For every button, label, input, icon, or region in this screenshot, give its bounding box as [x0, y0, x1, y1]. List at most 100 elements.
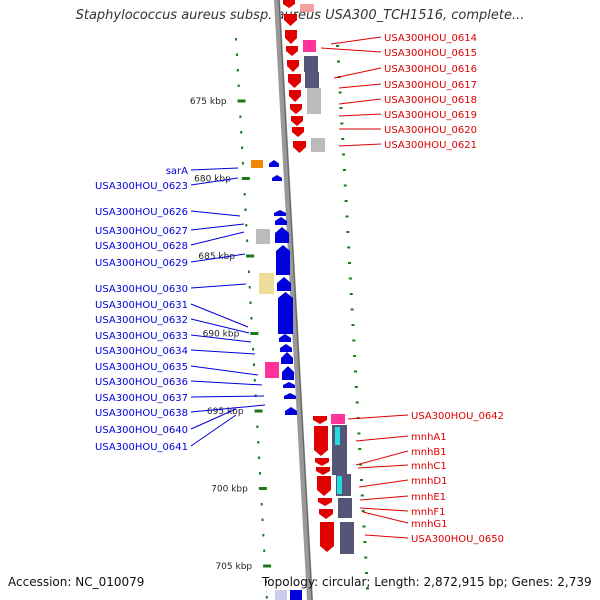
reverse-gene-arrow	[283, 382, 295, 388]
reverse-gene-arrow	[276, 245, 290, 275]
ruler-dot	[247, 270, 250, 273]
ruler-dot	[249, 301, 252, 304]
hypothetical-gene-box	[303, 40, 316, 52]
ruler-dot	[256, 425, 259, 428]
ruler-tick	[250, 332, 259, 335]
gene-label-USA300HOU_0631: USA300HOU_0631	[95, 300, 188, 311]
forward-gene-arrow	[293, 141, 306, 153]
gene-label-USA300HOU_0638-leader	[190, 404, 266, 413]
gene-label-mnhG1: mnhG1	[411, 519, 448, 530]
ruler-tick	[258, 487, 267, 490]
reverse-gene-arrow	[269, 160, 279, 167]
gene-label-USA300HOU_0633: USA300HOU_0633	[95, 331, 188, 342]
ruler-dot	[253, 379, 256, 382]
track-dot	[350, 308, 354, 311]
track-dot	[339, 107, 343, 109]
forward-gene-arrow	[291, 116, 303, 126]
track-dot	[359, 463, 363, 466]
gene-label-USA300HOU_0636-leader	[190, 380, 263, 386]
genome-summary: Topology: circular; Length: 2,872,915 bp…	[262, 575, 592, 589]
track-dot	[360, 494, 364, 497]
gene-label-mnhE1: mnhE1	[411, 492, 446, 503]
reverse-gene-arrow	[281, 352, 293, 364]
track-dot	[340, 122, 344, 125]
forward-gene-arrow	[289, 90, 301, 102]
gene-label-USA300HOU_0632: USA300HOU_0632	[95, 315, 188, 326]
gene-label-USA300HOU_0642: USA300HOU_0642	[411, 411, 504, 422]
ruler-dot	[263, 549, 266, 552]
ruler-tick	[254, 409, 263, 413]
sarA-gene-box	[251, 160, 263, 168]
gene-label-USA300HOU_0621: USA300HOU_0621	[384, 140, 477, 151]
gene-label-USA300HOU_0642-leader	[347, 414, 409, 420]
track-dot	[349, 293, 353, 295]
ruler-dot	[258, 456, 261, 459]
hypothetical-gene-box	[265, 362, 279, 378]
gene-label-mnhF1: mnhF1	[411, 507, 446, 518]
reverse-gene-arrow	[272, 175, 282, 181]
track-dot	[358, 448, 362, 450]
transport-gene-box	[335, 427, 340, 445]
ruler-tick-label: 695 kbp	[207, 407, 244, 417]
gene-label-USA300HOU_0640: USA300HOU_0640	[95, 425, 188, 436]
reverse-gene-arrow	[278, 292, 293, 334]
gene-labels: USA300HOU_0614 USA300HOU_0615 USA300HOU_06…	[95, 33, 504, 545]
backbone-line	[274, 0, 313, 600]
gene-label-USA300HOU_0617-leader	[338, 83, 382, 89]
ruler-dot	[250, 317, 253, 320]
reverse-gene-arrow	[284, 393, 296, 399]
gene-label-USA300HOU_0627: USA300HOU_0627	[95, 226, 188, 237]
ruler-dot	[260, 503, 263, 506]
gene-label-mnhG1-leader	[362, 511, 409, 524]
gene-label-USA300HOU_0634-leader	[190, 349, 256, 355]
ruler-dot	[248, 286, 251, 289]
gene-label-mnhE1-leader	[359, 495, 409, 501]
track-dot	[361, 510, 365, 512]
genome-backbone	[274, 0, 313, 600]
ruler-dot	[241, 146, 244, 149]
gene-label-USA300HOU_0614: USA300HOU_0614	[384, 33, 477, 44]
forward-gene-arrow	[285, 30, 297, 44]
track-dot	[336, 60, 340, 63]
ruler-tick	[263, 564, 272, 568]
gene-label-USA300HOU_0617: USA300HOU_0617	[384, 80, 477, 91]
ruler-dot	[235, 53, 238, 56]
transport-gene-box	[337, 476, 342, 494]
gene-label-USA300HOU_0626-leader	[190, 210, 241, 217]
track-dot	[365, 572, 369, 574]
track-dot	[345, 215, 349, 218]
gene-label-USA300HOU_0638: USA300HOU_0638	[95, 408, 188, 419]
gene-label-USA300HOU_0621-leader	[338, 143, 382, 147]
forward-gene-arrow	[313, 416, 327, 424]
reverse-gene-arrow	[285, 407, 297, 415]
hypothetical-gene-box	[331, 414, 345, 424]
gene-label-mnhD1: mnhD1	[411, 476, 447, 487]
track-dot	[352, 339, 356, 342]
track-dot	[348, 262, 352, 264]
reverse-gene-arrow	[279, 334, 291, 342]
gene-label-USA300HOU_0631-leader	[190, 303, 249, 328]
gene-label-mnhB1-leader	[355, 450, 409, 466]
track-dot	[346, 231, 350, 233]
forward-gene-arrow	[317, 476, 331, 496]
ruler-tick-label: 680 kbp	[194, 175, 231, 185]
faint-gene-box	[290, 590, 302, 600]
forward-gene-arrow	[290, 104, 302, 114]
ruler-dot	[240, 131, 243, 134]
ruler-dot	[241, 162, 244, 165]
gene-label-USA300HOU_0634: USA300HOU_0634	[95, 346, 188, 357]
track-dot	[364, 556, 368, 559]
gene-label-USA300HOU_0615: USA300HOU_0615	[384, 48, 477, 59]
forward-gene-arrow	[314, 426, 328, 456]
forward-gene-arrow	[316, 467, 330, 475]
gene-label-USA300HOU_0628: USA300HOU_0628	[95, 241, 188, 252]
ruler-dot	[257, 441, 260, 444]
membrane-gene-box	[338, 498, 352, 518]
track-dot	[357, 432, 361, 435]
forward-gene-arrow	[283, 0, 295, 8]
ruler-dot	[252, 348, 255, 351]
faint-gene-box	[275, 590, 287, 600]
gene-label-USA300HOU_0615-leader	[320, 47, 382, 53]
gene-label-USA300HOU_0618-leader	[338, 98, 382, 105]
